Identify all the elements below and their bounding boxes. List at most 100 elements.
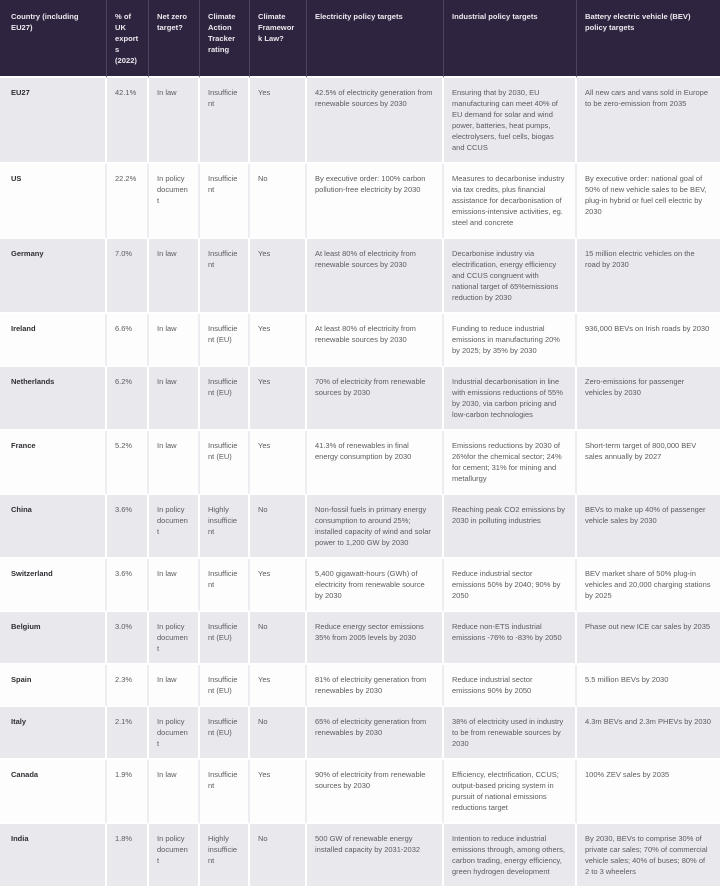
framework-law-cell: Yes	[250, 431, 307, 495]
electricity-targets-cell: 70% of electricity from renewable source…	[307, 367, 444, 431]
electricity-targets-cell: 500 GW of renewable energy installed cap…	[307, 824, 444, 888]
column-header-bev-targets: Battery electric vehicle (BEV) policy ta…	[577, 0, 720, 78]
uk-exports-cell: 3.6%	[107, 495, 149, 559]
framework-law-cell: No	[250, 707, 307, 760]
cat-rating-cell: Insufficient (EU)	[200, 431, 250, 495]
uk-exports-cell: 22.2%	[107, 164, 149, 239]
uk-exports-cell: 6.6%	[107, 314, 149, 367]
cat-rating-cell: Insufficient (EU)	[200, 314, 250, 367]
industrial-targets-cell: Decarbonise industry via electrification…	[444, 239, 577, 314]
uk-exports-cell: 3.0%	[107, 612, 149, 665]
country-cell: EU27	[0, 78, 107, 164]
country-cell: Germany	[0, 239, 107, 314]
framework-law-cell: No	[250, 824, 307, 888]
bev-targets-cell: 15 million electric vehicles on the road…	[577, 239, 720, 314]
net-zero-target-cell: In law	[149, 431, 200, 495]
cat-rating-cell: Insufficient	[200, 760, 250, 824]
net-zero-target-cell: In policy document	[149, 707, 200, 760]
cat-rating-cell: Insufficient	[200, 559, 250, 612]
framework-law-cell: Yes	[250, 239, 307, 314]
country-cell: Switzerland	[0, 559, 107, 612]
column-header-framework-law: Climate Framework Law?	[250, 0, 307, 78]
framework-law-cell: No	[250, 495, 307, 559]
electricity-targets-cell: 65% of electricity generation from renew…	[307, 707, 444, 760]
cat-rating-cell: Highly insufficient	[200, 824, 250, 888]
cat-rating-cell: Insufficient	[200, 239, 250, 314]
net-zero-target-cell: In law	[149, 239, 200, 314]
bev-targets-cell: Phase out new ICE car sales by 2035	[577, 612, 720, 665]
electricity-targets-cell: 5,400 gigawatt-hours (GWh) of electricit…	[307, 559, 444, 612]
electricity-targets-cell: Non-fossil fuels in primary energy consu…	[307, 495, 444, 559]
uk-exports-cell: 6.2%	[107, 367, 149, 431]
electricity-targets-cell: 90% of electricity from renewable source…	[307, 760, 444, 824]
bev-targets-cell: Short-term target of 800,000 BEV sales a…	[577, 431, 720, 495]
electricity-targets-cell: Reduce energy sector emissions 35% from …	[307, 612, 444, 665]
country-cell: Italy	[0, 707, 107, 760]
cat-rating-cell: Insufficient (EU)	[200, 665, 250, 707]
cat-rating-cell: Insufficient	[200, 78, 250, 164]
cat-rating-cell: Highly insufficient	[200, 495, 250, 559]
uk-exports-cell: 42.1%	[107, 78, 149, 164]
framework-law-cell: Yes	[250, 78, 307, 164]
cat-rating-cell: Insufficient (EU)	[200, 367, 250, 431]
net-zero-target-cell: In policy document	[149, 612, 200, 665]
country-cell: Ireland	[0, 314, 107, 367]
net-zero-target-cell: In law	[149, 559, 200, 612]
industrial-targets-cell: Reaching peak CO2 emissions by 2030 in p…	[444, 495, 577, 559]
country-cell: US	[0, 164, 107, 239]
uk-exports-cell: 7.0%	[107, 239, 149, 314]
industrial-targets-cell: Reduce industrial sector emissions 90% b…	[444, 665, 577, 707]
table-header-row: Country (including EU27)% of UK exports …	[0, 0, 720, 78]
net-zero-target-cell: In policy document	[149, 164, 200, 239]
cat-rating-cell: Insufficient (EU)	[200, 707, 250, 760]
industrial-targets-cell: Measures to decarbonise industry via tax…	[444, 164, 577, 239]
industrial-targets-cell: Intention to reduce industrial emissions…	[444, 824, 577, 888]
country-cell: India	[0, 824, 107, 888]
bev-targets-cell: By executive order: national goal of 50%…	[577, 164, 720, 239]
table-row-spain: Spain 2.3% In law Insufficient (EU) Yes 81% o…	[0, 665, 720, 707]
industrial-targets-cell: Reduce non-ETS industrial emissions -76%…	[444, 612, 577, 665]
column-header-net-zero-target: Net zero target?	[149, 0, 200, 78]
industrial-targets-cell: Reduce industrial sector emissions 50% b…	[444, 559, 577, 612]
uk-exports-cell: 1.9%	[107, 760, 149, 824]
column-header-uk-exports: % of UK exports (2022)	[107, 0, 149, 78]
industrial-targets-cell: Funding to reduce industrial emissions i…	[444, 314, 577, 367]
bev-targets-cell: By 2030, BEVs to comprise 30% of private…	[577, 824, 720, 888]
cat-rating-cell: Insufficient	[200, 164, 250, 239]
industrial-targets-cell: Emissions reductions by 2030 of 26%for t…	[444, 431, 577, 495]
bev-targets-cell: 4.3m BEVs and 2.3m PHEVs by 2030	[577, 707, 720, 760]
country-cell: Belgium	[0, 612, 107, 665]
table-header: Country (including EU27)% of UK exports …	[0, 0, 720, 78]
uk-exports-cell: 3.6%	[107, 559, 149, 612]
country-cell: France	[0, 431, 107, 495]
column-header-industrial-targets: Industrial policy targets	[444, 0, 577, 78]
industrial-targets-cell: Efficiency, electrification, CCUS; outpu…	[444, 760, 577, 824]
bev-targets-cell: BEV market share of 50% plug-in vehicles…	[577, 559, 720, 612]
country-cell: Netherlands	[0, 367, 107, 431]
electricity-targets-cell: By executive order: 100% carbon pollutio…	[307, 164, 444, 239]
table-row-switzerland: Switzerland 3.6% In law Insufficient Yes 5,40…	[0, 559, 720, 612]
column-header-cat-rating: Climate Action Tracker rating	[200, 0, 250, 78]
framework-law-cell: No	[250, 164, 307, 239]
country-cell: Canada	[0, 760, 107, 824]
industrial-targets-cell: Ensuring that by 2030, EU manufacturing …	[444, 78, 577, 164]
net-zero-target-cell: In policy document	[149, 824, 200, 888]
net-zero-target-cell: In policy document	[149, 495, 200, 559]
country-cell: Spain	[0, 665, 107, 707]
net-zero-target-cell: In law	[149, 760, 200, 824]
industrial-targets-cell: 38% of electricity used in industry to b…	[444, 707, 577, 760]
bev-targets-cell: BEVs to make up 40% of passenger vehicle…	[577, 495, 720, 559]
uk-exports-cell: 1.8%	[107, 824, 149, 888]
table-row-ireland: Ireland 6.6% In law Insufficient (EU) Yes At …	[0, 314, 720, 367]
electricity-targets-cell: At least 80% of electricity from renewab…	[307, 239, 444, 314]
net-zero-target-cell: In law	[149, 367, 200, 431]
net-zero-target-cell: In law	[149, 314, 200, 367]
uk-exports-cell: 2.1%	[107, 707, 149, 760]
table-body: EU27 42.1% In law Insufficient Yes 42.5% of e…	[0, 78, 720, 888]
table-row-belgium: Belgium 3.0% In policy document Insufficien…	[0, 612, 720, 665]
column-header-country: Country (including EU27)	[0, 0, 107, 78]
framework-law-cell: No	[250, 612, 307, 665]
net-zero-target-cell: In law	[149, 78, 200, 164]
country-cell: China	[0, 495, 107, 559]
